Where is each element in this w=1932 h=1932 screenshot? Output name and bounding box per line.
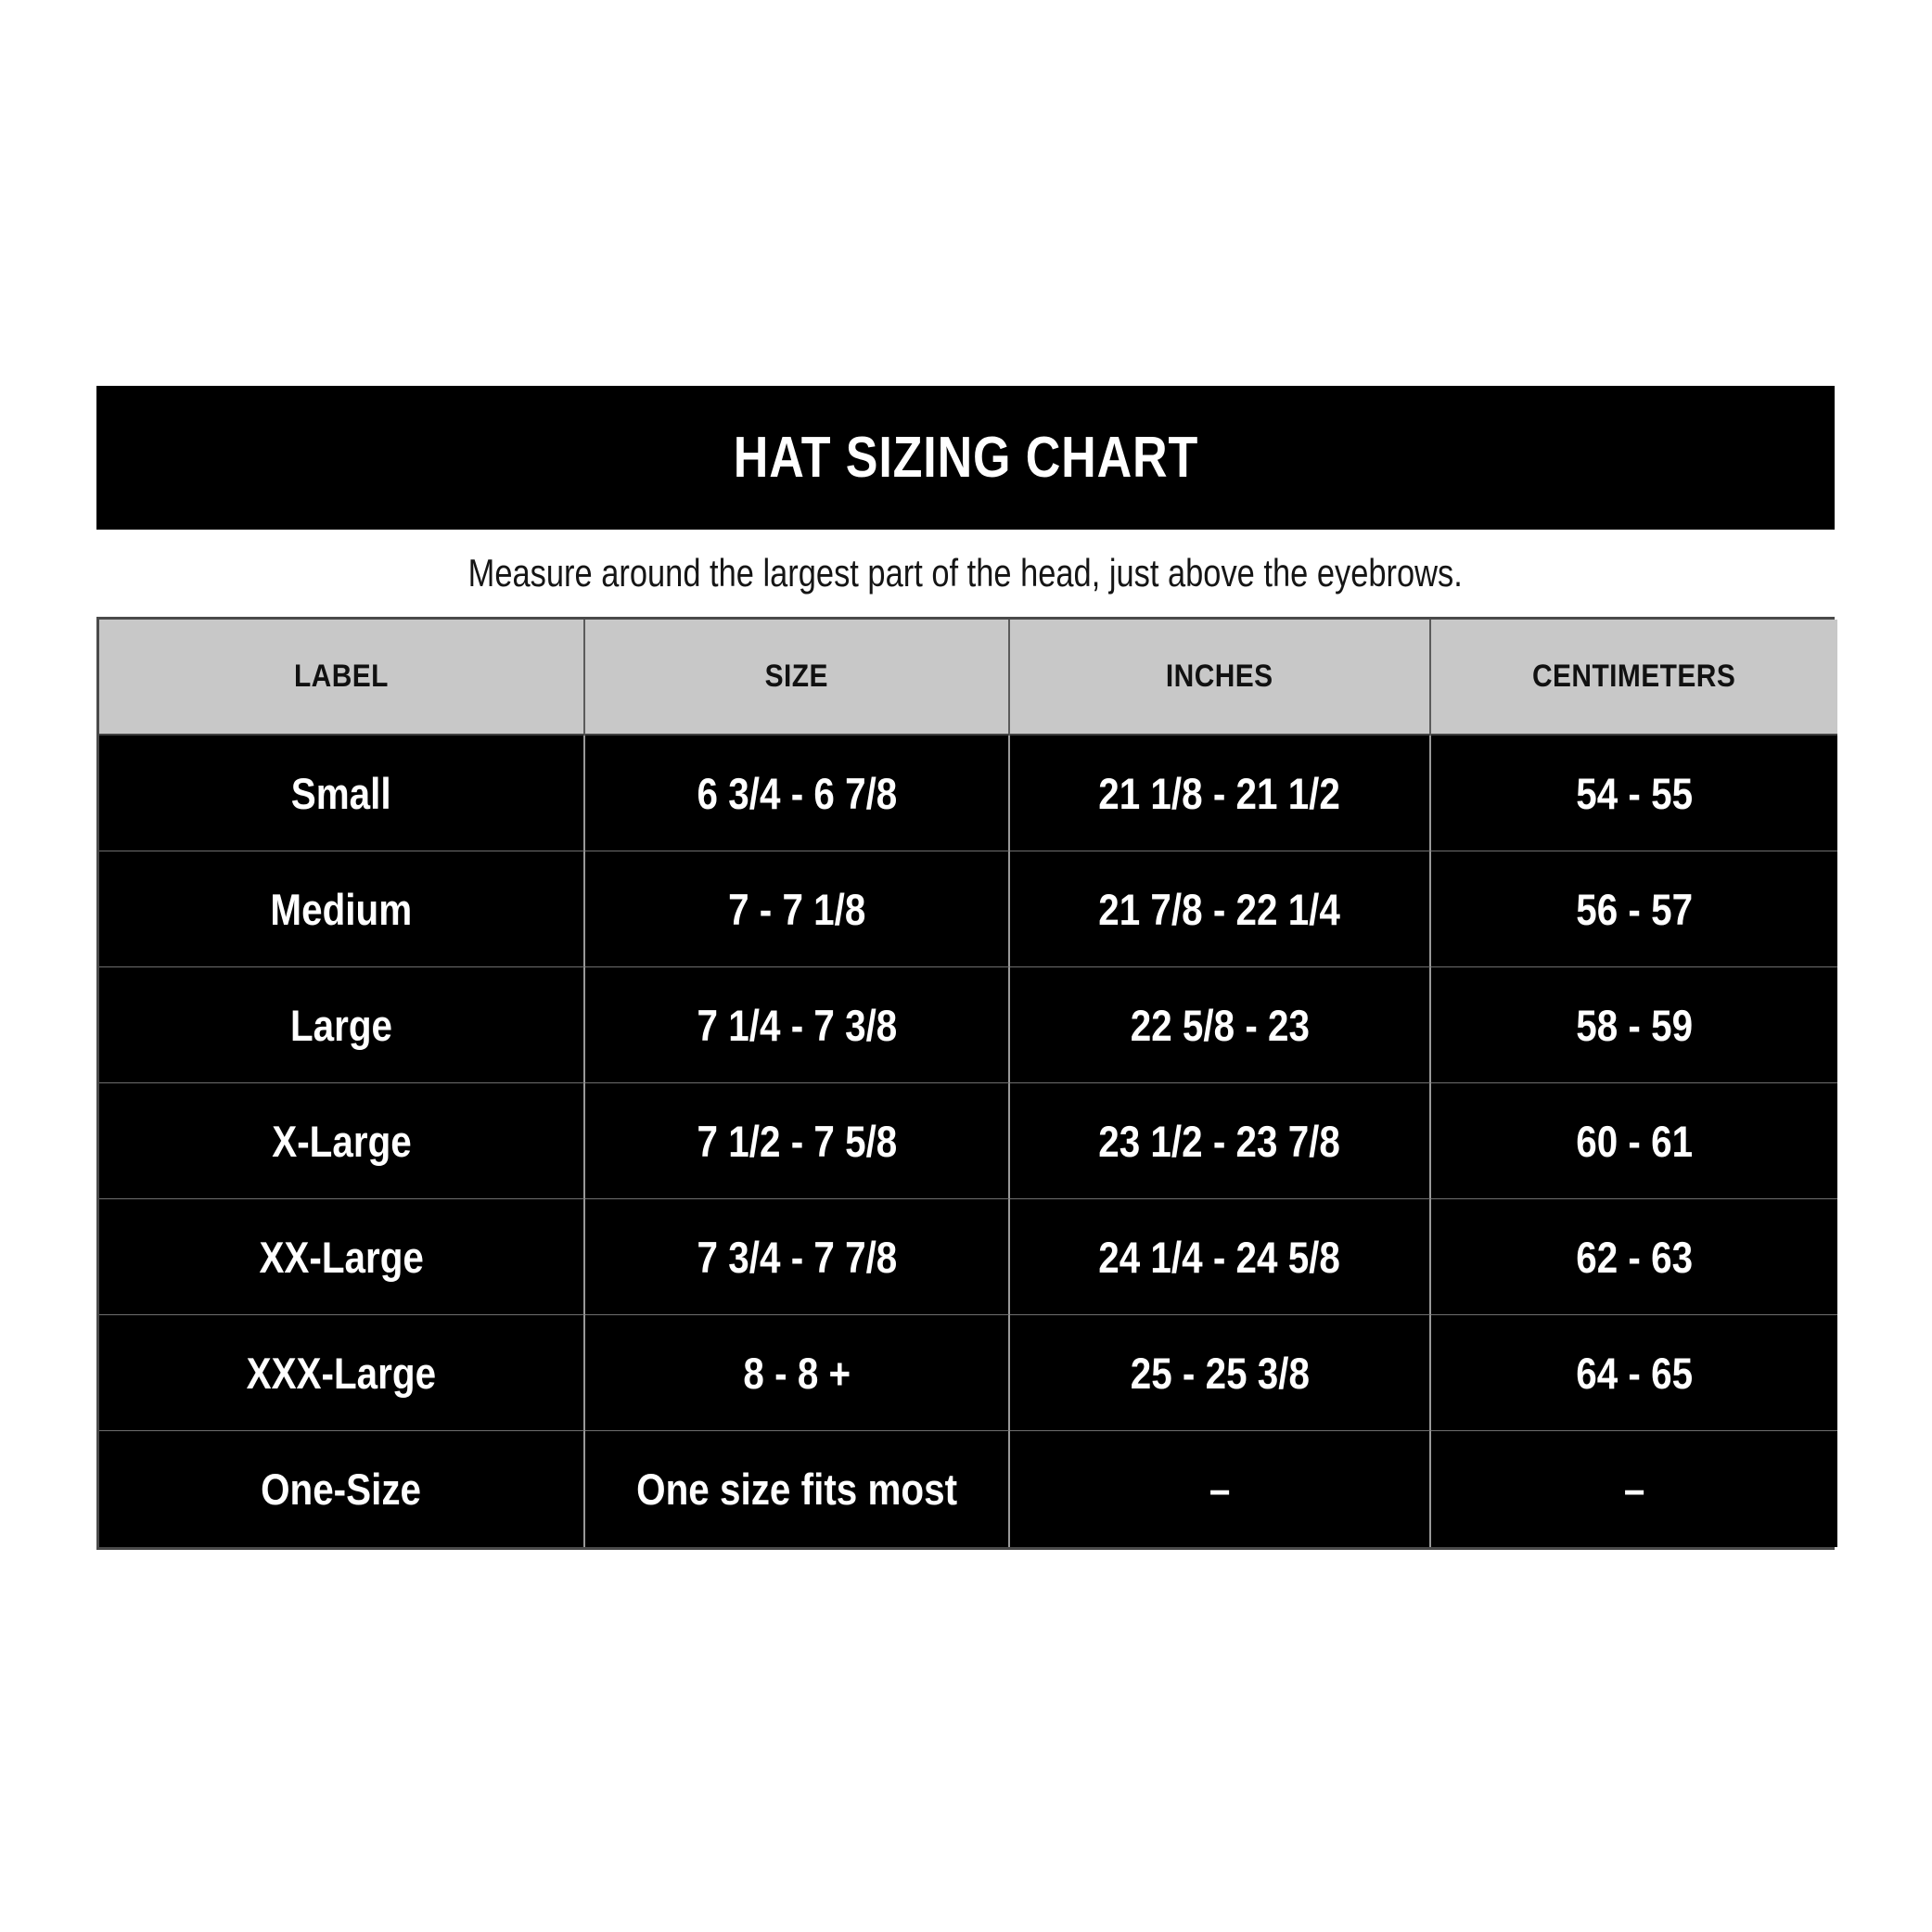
cell-size-text: 7 - 7 1/8 — [727, 884, 866, 934]
cell-centimeters: 64 - 65 — [1431, 1315, 1837, 1431]
cell-label: X-Large — [99, 1083, 585, 1199]
column-header-centimeters: CENTIMETERS — [1431, 620, 1837, 736]
cell-label-text: Medium — [270, 884, 413, 934]
cell-size: 8 - 8 + — [585, 1315, 1010, 1431]
cell-centimeters-text: – — [1623, 1465, 1645, 1514]
column-header-label-text: LABEL — [294, 659, 389, 694]
cell-centimeters-text: 60 - 61 — [1576, 1116, 1693, 1166]
cell-inches-text: – — [1209, 1465, 1231, 1514]
cell-centimeters: 54 - 55 — [1431, 736, 1837, 851]
cell-size-text: 7 1/4 - 7 3/8 — [697, 1000, 897, 1050]
cell-centimeters-text: 64 - 65 — [1576, 1348, 1693, 1398]
cell-inches: 21 1/8 - 21 1/2 — [1010, 736, 1431, 851]
cell-size-text: 6 3/4 - 6 7/8 — [697, 768, 897, 818]
cell-inches: 23 1/2 - 23 7/8 — [1010, 1083, 1431, 1199]
cell-label: One-Size — [99, 1431, 585, 1547]
cell-size-text: 8 - 8 + — [743, 1348, 851, 1398]
cell-label-text: Large — [289, 1000, 393, 1050]
cell-inches: – — [1010, 1431, 1431, 1547]
cell-inches-text: 25 - 25 3/8 — [1130, 1348, 1310, 1398]
cell-size: 7 1/2 - 7 5/8 — [585, 1083, 1010, 1199]
subtitle-wrap: Measure around the largest part of the h… — [96, 530, 1835, 617]
cell-label-text: One-Size — [261, 1465, 422, 1514]
column-header-size: SIZE — [585, 620, 1010, 736]
cell-label-text: Small — [291, 768, 391, 818]
title-bar: HAT SIZING CHART — [96, 386, 1835, 530]
cell-label-text: XXX-Large — [246, 1348, 437, 1398]
cell-size-text: One size fits most — [636, 1465, 957, 1514]
cell-centimeters: 62 - 63 — [1431, 1199, 1837, 1315]
cell-label: Small — [99, 736, 585, 851]
cell-size: 6 3/4 - 6 7/8 — [585, 736, 1010, 851]
cell-centimeters-text: 56 - 57 — [1576, 884, 1693, 934]
cell-inches-text: 22 5/8 - 23 — [1130, 1000, 1310, 1050]
hat-sizing-table: LABEL SIZE INCHES CENTIMETERS Small 6 3/… — [96, 617, 1837, 1550]
measurement-instructions: Measure around the largest part of the h… — [467, 551, 1464, 595]
cell-inches: 22 5/8 - 23 — [1010, 967, 1431, 1083]
cell-label-text: X-Large — [271, 1116, 412, 1166]
cell-size: 7 3/4 - 7 7/8 — [585, 1199, 1010, 1315]
cell-centimeters: 60 - 61 — [1431, 1083, 1837, 1199]
cell-label: Medium — [99, 851, 585, 967]
cell-inches-text: 23 1/2 - 23 7/8 — [1098, 1116, 1341, 1166]
column-header-centimeters-text: CENTIMETERS — [1532, 659, 1736, 694]
cell-inches: 24 1/4 - 24 5/8 — [1010, 1199, 1431, 1315]
cell-size: 7 - 7 1/8 — [585, 851, 1010, 967]
cell-inches-text: 21 1/8 - 21 1/2 — [1098, 768, 1341, 818]
cell-label: XXX-Large — [99, 1315, 585, 1431]
cell-label: XX-Large — [99, 1199, 585, 1315]
cell-label-text: XX-Large — [259, 1232, 424, 1282]
column-header-inches-text: INCHES — [1166, 659, 1273, 694]
cell-centimeters: 56 - 57 — [1431, 851, 1837, 967]
column-header-label: LABEL — [99, 620, 585, 736]
column-header-inches: INCHES — [1010, 620, 1431, 736]
cell-inches: 21 7/8 - 22 1/4 — [1010, 851, 1431, 967]
cell-size: 7 1/4 - 7 3/8 — [585, 967, 1010, 1083]
cell-centimeters-text: 54 - 55 — [1576, 768, 1693, 818]
cell-label: Large — [99, 967, 585, 1083]
cell-centimeters: – — [1431, 1431, 1837, 1547]
cell-centimeters-text: 62 - 63 — [1576, 1232, 1693, 1282]
page-title: HAT SIZING CHART — [733, 426, 1198, 490]
cell-size-text: 7 3/4 - 7 7/8 — [697, 1232, 897, 1282]
cell-size-text: 7 1/2 - 7 5/8 — [697, 1116, 897, 1166]
cell-centimeters: 58 - 59 — [1431, 967, 1837, 1083]
cell-inches: 25 - 25 3/8 — [1010, 1315, 1431, 1431]
column-header-size-text: SIZE — [764, 659, 829, 694]
cell-inches-text: 24 1/4 - 24 5/8 — [1098, 1232, 1341, 1282]
cell-inches-text: 21 7/8 - 22 1/4 — [1098, 884, 1341, 934]
cell-size: One size fits most — [585, 1431, 1010, 1547]
cell-centimeters-text: 58 - 59 — [1576, 1000, 1693, 1050]
